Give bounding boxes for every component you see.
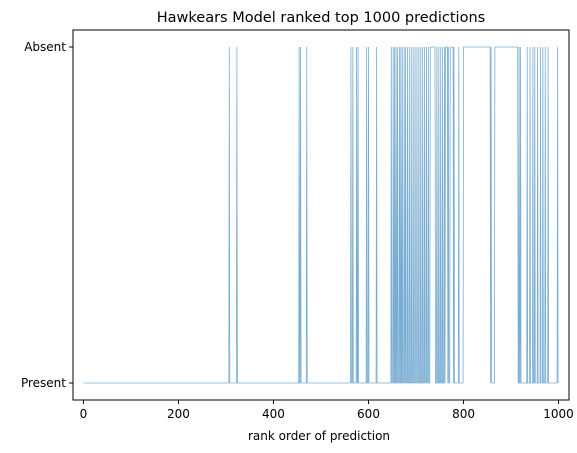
chart-title: Hawkears Model ranked top 1000 predictio… — [157, 10, 485, 26]
y-tick-label: Absent — [24, 40, 66, 54]
plot-area — [72, 29, 570, 401]
x-tick-label: 1000 — [543, 407, 574, 421]
plot-frame — [72, 29, 570, 401]
y-axis: Present Absent — [21, 40, 73, 390]
x-tick-label: 0 — [80, 407, 88, 421]
x-axis: 0 200 400 600 800 1000 — [80, 400, 574, 421]
x-axis-label: rank order of prediction — [248, 429, 390, 443]
y-tick-label: Present — [21, 376, 66, 390]
x-tick-label: 800 — [452, 407, 475, 421]
x-tick-label: 400 — [262, 407, 285, 421]
x-tick-label: 200 — [167, 407, 190, 421]
x-tick-label: 600 — [357, 407, 380, 421]
series-line — [83, 46, 559, 384]
